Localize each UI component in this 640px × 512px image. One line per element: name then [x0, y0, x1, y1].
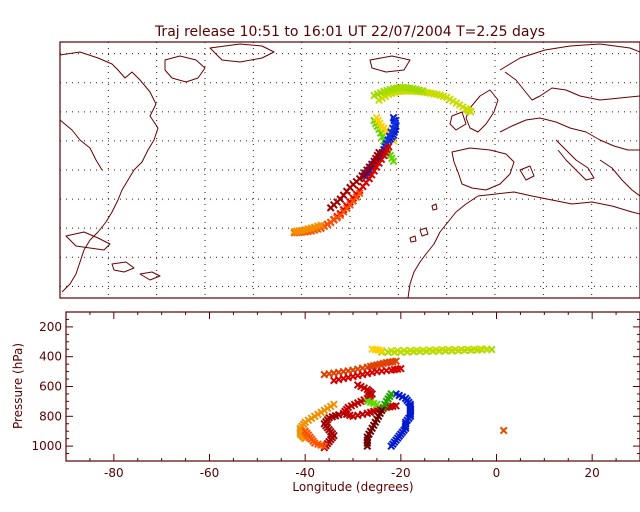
y-tick-label: 600	[39, 380, 62, 394]
chart-title: Traj release 10:51 to 16:01 UT 22/07/200…	[154, 24, 545, 40]
map-traj-point	[326, 203, 335, 212]
pressure-traj-point	[396, 364, 405, 373]
pressure-traj-point	[412, 346, 421, 355]
pressure-traj-point	[387, 442, 396, 451]
map-traj-point	[389, 157, 398, 166]
map-panel	[59, 41, 640, 299]
pressure-traj-point	[387, 346, 396, 355]
coastlines	[59, 43, 640, 299]
pressure-traj-point	[393, 346, 402, 355]
pressure-traj-point	[425, 346, 434, 354]
pressure-trajectories	[296, 345, 508, 452]
pressure-traj-point	[451, 345, 459, 354]
y-axis-label: Pressure (hPa)	[11, 343, 25, 429]
map-traj-point	[466, 107, 475, 116]
x-tick-label: -20	[391, 466, 411, 480]
y-tick-label: 400	[39, 350, 62, 364]
pressure-traj-point	[432, 345, 440, 354]
pressure-traj-point	[457, 345, 466, 354]
pressure-traj-point	[476, 345, 485, 353]
pressure-traj-point	[444, 345, 453, 354]
pressure-traj-point	[377, 346, 386, 355]
map-traj-point	[290, 227, 299, 236]
pressure-traj-point	[470, 345, 479, 354]
pressure-traj-point	[483, 345, 491, 353]
pressure-traj-point	[499, 426, 508, 435]
pressure-traj-point	[406, 346, 415, 355]
pressure-traj-point	[392, 401, 400, 410]
y-tick-label: 1000	[31, 439, 62, 453]
pressure-traj-point	[320, 442, 329, 451]
x-axis-label: Longitude (degrees)	[292, 480, 413, 494]
x-tick-label: -60	[200, 466, 220, 480]
pressure-frame	[65, 311, 640, 462]
x-tick-label: -40	[295, 466, 315, 480]
y-tick-label: 200	[39, 320, 62, 334]
x-tick-label: 0	[493, 466, 501, 480]
pressure-traj-point	[438, 345, 447, 354]
pressure-traj-point	[373, 400, 381, 409]
map-traj-point	[379, 151, 388, 160]
y-tick-label: 800	[39, 409, 62, 423]
map-traj-point	[375, 159, 383, 168]
map-trajectories	[290, 83, 475, 237]
map-traj-point	[372, 163, 381, 171]
map-traj-point	[418, 86, 427, 95]
pressure-traj-point	[363, 442, 372, 451]
pressure-traj-point	[419, 346, 428, 355]
pressure-axis-ticks: -80 -60 -40 -20 0 20 200 400 600 800 1000	[31, 312, 640, 480]
x-tick-label: 20	[585, 466, 600, 480]
x-tick-label: -80	[104, 466, 124, 480]
map-frame	[59, 41, 640, 299]
pressure-traj-point	[400, 346, 408, 355]
map-grid	[60, 42, 640, 298]
pressure-traj-point	[463, 345, 472, 354]
map-traj-point	[292, 227, 301, 236]
pressure-panel: -80 -60 -40 -20 0 20 200 400 600 800 1000 Longitud…	[11, 311, 640, 494]
pressure-traj-point	[392, 357, 400, 366]
